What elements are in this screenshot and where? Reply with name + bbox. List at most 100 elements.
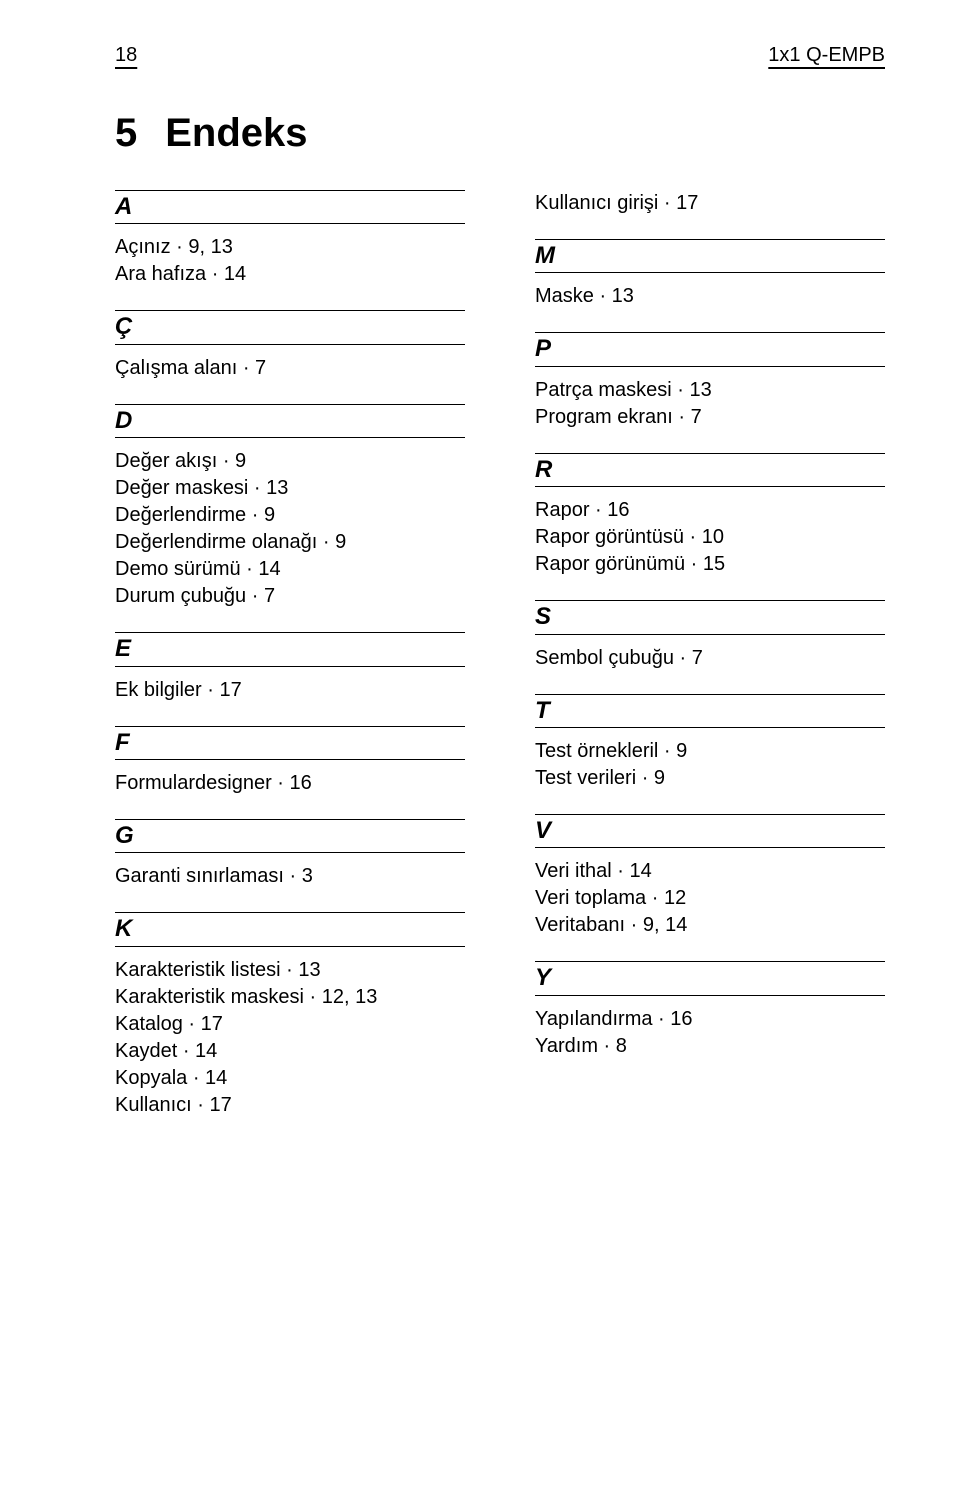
index-entry: Değerlendirme · 9 — [115, 502, 465, 529]
index-entries: Açınız · 9, 13Ara hafıza · 14 — [115, 234, 465, 288]
letter-label: F — [115, 729, 465, 757]
index-entries: Veri ithal · 14Veri toplama · 12Veritaba… — [535, 858, 885, 939]
index-entry: Kopyala · 14 — [115, 1065, 465, 1092]
page-header: 18 1x1 Q-EMPB — [115, 44, 885, 67]
letter-label: E — [115, 635, 465, 663]
index-entries: Sembol çubuğu · 7 — [535, 645, 885, 672]
index-entry: Rapor görüntüsü · 10 — [535, 524, 885, 551]
divider — [115, 819, 465, 820]
letter-heading: F — [115, 726, 465, 760]
divider — [115, 912, 465, 913]
letter-heading: M — [535, 239, 885, 273]
index-section: K Karakteristik listesi · 13Karakteristik… — [115, 912, 465, 1118]
page-number: 18 — [115, 44, 137, 67]
divider — [535, 847, 885, 848]
index-entry: Test verileri · 9 — [535, 765, 885, 792]
index-entry: Sembol çubuğu · 7 — [535, 645, 885, 672]
divider — [115, 310, 465, 311]
divider — [115, 759, 465, 760]
section-title: 5 Endeks — [115, 111, 885, 156]
index-entry: Maske · 13 — [535, 283, 885, 310]
divider — [535, 995, 885, 996]
divider — [535, 634, 885, 635]
divider — [535, 727, 885, 728]
divider — [115, 437, 465, 438]
title-text: Endeks — [165, 111, 307, 156]
divider — [535, 486, 885, 487]
divider — [535, 332, 885, 333]
index-section: R Rapor · 16Rapor görüntüsü · 10Rapor gör… — [535, 453, 885, 578]
index-entry: Katalog · 17 — [115, 1011, 465, 1038]
divider — [535, 272, 885, 273]
index-section: A Açınız · 9, 13Ara hafıza · 14 — [115, 190, 465, 288]
index-entries: Maske · 13 — [535, 283, 885, 310]
index-entries: Yapılandırma · 16Yardım · 8 — [535, 1006, 885, 1060]
letter-label: Ç — [115, 313, 465, 341]
index-entry: Demo sürümü · 14 — [115, 556, 465, 583]
letter-heading: D — [115, 404, 465, 438]
index-section: F Formulardesigner · 16 — [115, 726, 465, 797]
letter-label: M — [535, 242, 885, 270]
index-entry: Veri toplama · 12 — [535, 885, 885, 912]
letter-heading: K — [115, 912, 465, 946]
index-entry: Patrça maskesi · 13 — [535, 377, 885, 404]
letter-label: R — [535, 456, 885, 484]
letter-heading: Y — [535, 961, 885, 995]
index-section: T Test örnekleril · 9Test verileri · 9 — [535, 694, 885, 792]
index-entry: Ek bilgiler · 17 — [115, 677, 465, 704]
index-entry: Değer akışı · 9 — [115, 448, 465, 475]
index-section: G Garanti sınırlaması · 3 — [115, 819, 465, 890]
index-entries: Rapor · 16Rapor görüntüsü · 10Rapor görü… — [535, 497, 885, 578]
letter-label: P — [535, 335, 885, 363]
divider — [115, 666, 465, 667]
letter-heading: R — [535, 453, 885, 487]
divider — [115, 404, 465, 405]
page: 18 1x1 Q-EMPB 5 Endeks A Açınız · 9, 13Ar… — [0, 0, 960, 1488]
letter-label: K — [115, 915, 465, 943]
index-entries: Çalışma alanı · 7 — [115, 355, 465, 382]
divider — [115, 223, 465, 224]
letter-heading: T — [535, 694, 885, 728]
letter-label: Y — [535, 964, 885, 992]
index-entry: Veritabanı · 9, 14 — [535, 912, 885, 939]
index-section: E Ek bilgiler · 17 — [115, 632, 465, 703]
index-entry: Yardım · 8 — [535, 1033, 885, 1060]
divider — [115, 852, 465, 853]
index-section: M Maske · 13 — [535, 239, 885, 310]
divider — [535, 814, 885, 815]
divider — [535, 694, 885, 695]
divider — [535, 239, 885, 240]
index-entry: Kullanıcı girişi · 17 — [535, 190, 885, 217]
index-entry: Değerlendirme olanağı · 9 — [115, 529, 465, 556]
index-entries: Test örnekleril · 9Test verileri · 9 — [535, 738, 885, 792]
divider — [535, 366, 885, 367]
index-entry: Garanti sınırlaması · 3 — [115, 863, 465, 890]
index-entry: Kullanıcı · 17 — [115, 1092, 465, 1119]
divider — [115, 632, 465, 633]
index-section: D Değer akışı · 9Değer maskesi · 13Değerl… — [115, 404, 465, 610]
index-entries: Karakteristik listesi · 13Karakteristik … — [115, 957, 465, 1119]
index-entry: Durum çubuğu · 7 — [115, 583, 465, 610]
title-number: 5 — [115, 111, 137, 156]
index-entry: Kaydet · 14 — [115, 1038, 465, 1065]
letter-heading: A — [115, 190, 465, 224]
letter-heading: G — [115, 819, 465, 853]
divider — [115, 726, 465, 727]
letter-heading: V — [535, 814, 885, 848]
index-entry: Rapor · 16 — [535, 497, 885, 524]
index-entry: Karakteristik listesi · 13 — [115, 957, 465, 984]
column-right: Kullanıcı girişi · 17 M Maske · 13 P Patrça … — [535, 190, 885, 1141]
index-section: Y Yapılandırma · 16Yardım · 8 — [535, 961, 885, 1059]
index-entry: Karakteristik maskesi · 12, 13 — [115, 984, 465, 1011]
doc-title: 1x1 Q-EMPB — [768, 44, 885, 67]
letter-label: A — [115, 193, 465, 221]
index-columns: A Açınız · 9, 13Ara hafıza · 14 Ç Çalışma a… — [115, 190, 885, 1141]
divider — [535, 453, 885, 454]
letter-heading: P — [535, 332, 885, 366]
index-entries: Değer akışı · 9Değer maskesi · 13Değerle… — [115, 448, 465, 610]
index-section: Ç Çalışma alanı · 7 — [115, 310, 465, 381]
letter-label: D — [115, 407, 465, 435]
divider — [115, 190, 465, 191]
index-entries: Ek bilgiler · 17 — [115, 677, 465, 704]
index-entry: Formulardesigner · 16 — [115, 770, 465, 797]
